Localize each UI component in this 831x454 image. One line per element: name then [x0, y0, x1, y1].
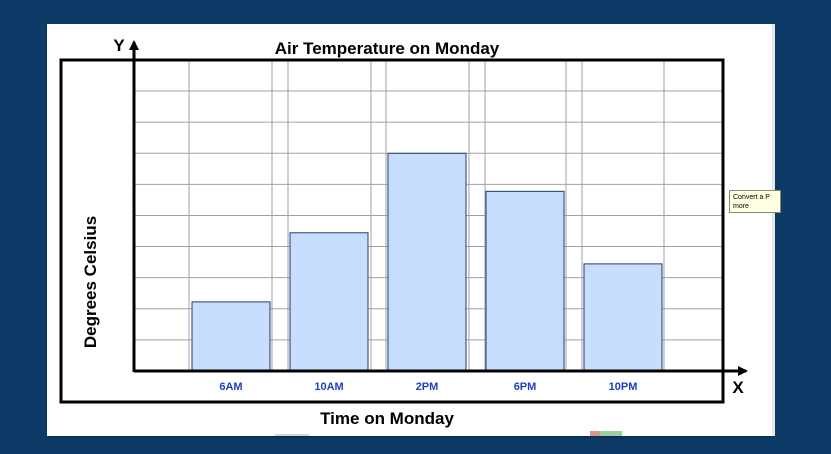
slide-fragment — [590, 431, 600, 436]
bar-2pm — [387, 152, 467, 372]
tooltip: Convert a P more — [729, 190, 781, 213]
bar-6pm — [485, 190, 565, 372]
y-axis-letter: Y — [113, 36, 125, 55]
x-tick-label-6am: 6AM — [219, 381, 242, 393]
chart-frame — [59, 58, 725, 404]
tooltip-line-1: Convert a P — [733, 194, 770, 201]
chart-title: Air Temperature on Monday — [275, 39, 500, 58]
slide-fragment — [600, 431, 622, 436]
bar-10pm — [583, 263, 663, 372]
tooltip-line-2: more — [733, 203, 749, 210]
bar-6am — [191, 301, 271, 372]
bars — [191, 152, 663, 372]
x-axis-letter: X — [732, 378, 744, 397]
x-tick-labels: 6AM 10AM 2PM 6PM 10PM — [219, 381, 637, 393]
y-axis-label: Degrees Celsius — [81, 216, 100, 348]
x-tick-label-10am: 10AM — [314, 381, 343, 393]
x-tick-label-2pm: 2PM — [416, 381, 439, 393]
bar-10am — [289, 232, 369, 372]
slide-fragment — [275, 434, 309, 436]
x-axis-label: Time on Monday — [320, 409, 454, 428]
x-tick-label-10pm: 10PM — [609, 381, 638, 393]
slide-edge — [772, 24, 775, 436]
x-tick-label-6pm: 6PM — [514, 381, 537, 393]
